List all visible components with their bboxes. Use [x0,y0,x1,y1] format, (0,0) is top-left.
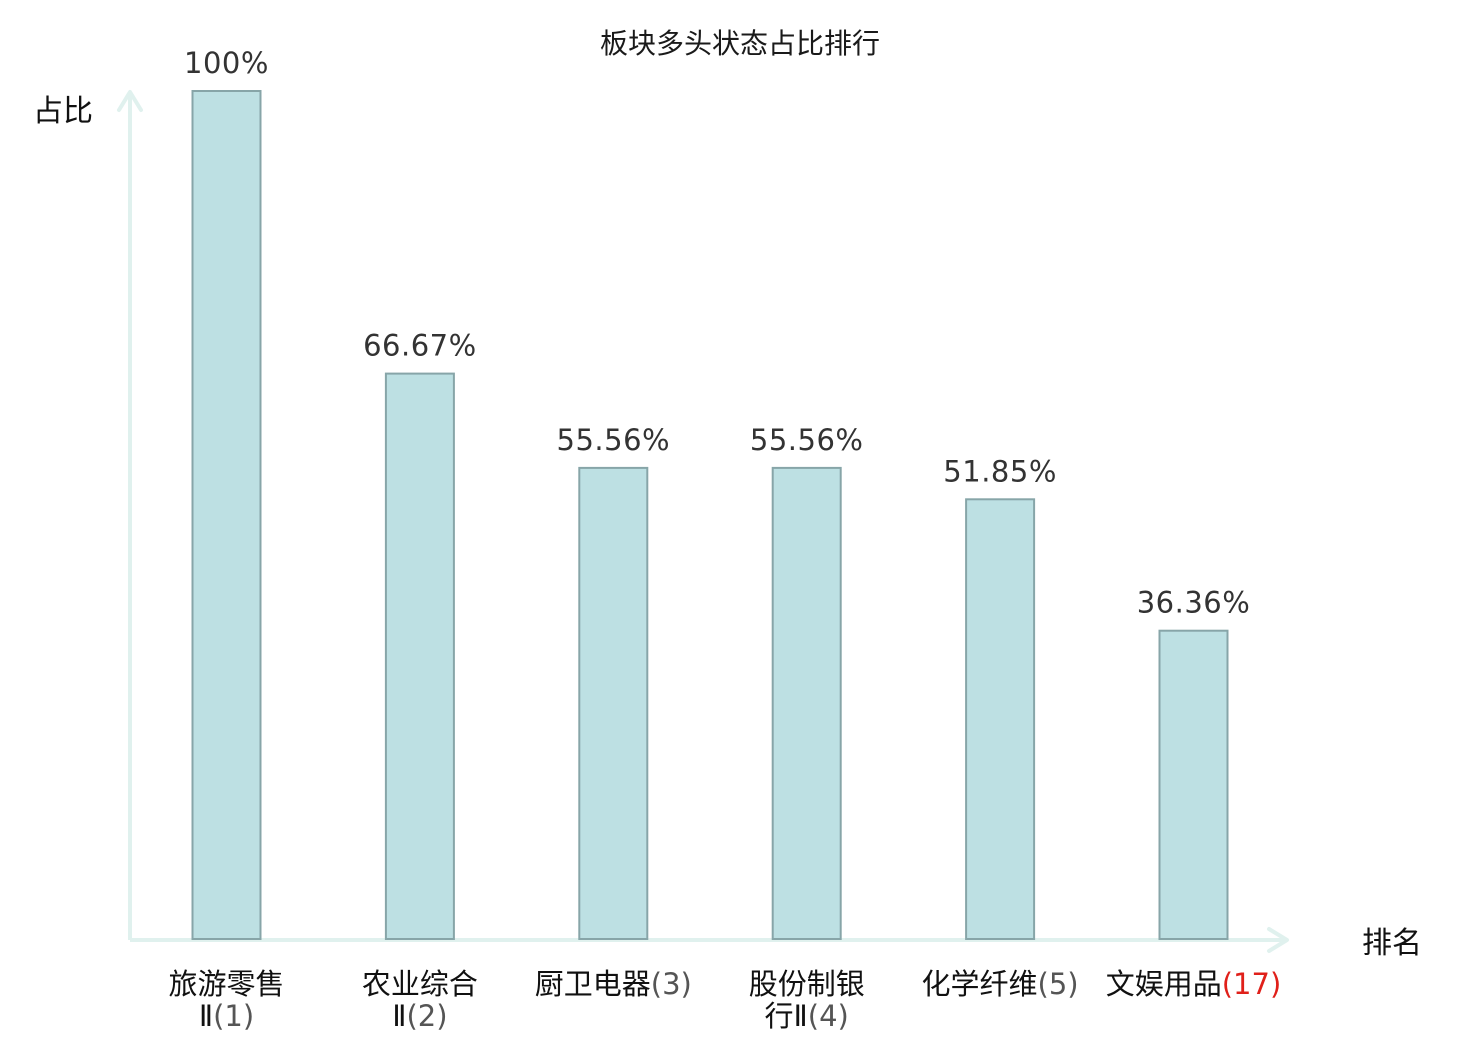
bar [191,90,262,940]
value-label: 55.56% [557,423,671,457]
bar [771,466,842,940]
category-rank: (3) [651,967,692,1001]
category-label: 行Ⅱ(4) [765,999,849,1033]
category-name: 文娱用品 [1106,967,1222,1001]
value-label: 100% [184,46,269,80]
category-label: 股份制银 [749,967,865,1001]
category-label: 厨卫电器(3) [535,967,692,1001]
bar [578,466,649,940]
y-axis-label: 占比 [33,94,93,129]
category-name: Ⅱ [199,999,213,1033]
category-rank: (5) [1038,967,1079,1001]
axes [117,90,1289,953]
category-label: 文娱用品(17) [1106,967,1282,1001]
category-name: 农业综合 [362,967,478,1001]
category-name: 厨卫电器 [535,967,651,1001]
bars: 100%旅游零售Ⅱ(1)66.67%农业综合Ⅱ(2)55.56%厨卫电器(3)5… [168,46,1281,1033]
category-rank: (17) [1222,967,1282,1001]
category-name: 旅游零售 [168,967,284,1001]
bar [384,372,455,941]
category-rank: (1) [213,999,254,1033]
value-label: 51.85% [943,454,1057,488]
category-name: 化学纤维 [922,967,1038,1001]
category-rank: (4) [808,999,849,1033]
category-label: Ⅱ(1) [199,999,254,1033]
value-label: 55.56% [750,423,864,457]
category-name: Ⅱ [392,999,406,1033]
chart-title: 板块多头状态占比排行 [600,27,880,60]
category-name: 股份制银 [749,967,865,1001]
category-rank: (2) [406,999,447,1033]
x-axis-label: 排名 [1362,926,1422,961]
bar [965,498,1036,940]
category-label: 化学纤维(5) [922,967,1079,1001]
y-axis-arrow-icon [117,90,143,112]
category-label: Ⅱ(2) [392,999,447,1033]
value-label: 36.36% [1137,586,1251,620]
category-label: 旅游零售 [168,967,284,1001]
value-label: 66.67% [363,329,477,363]
category-label: 农业综合 [362,967,478,1001]
category-name: 行Ⅱ [765,999,808,1033]
x-axis-arrow-icon [1267,927,1289,953]
bar [1158,629,1229,940]
